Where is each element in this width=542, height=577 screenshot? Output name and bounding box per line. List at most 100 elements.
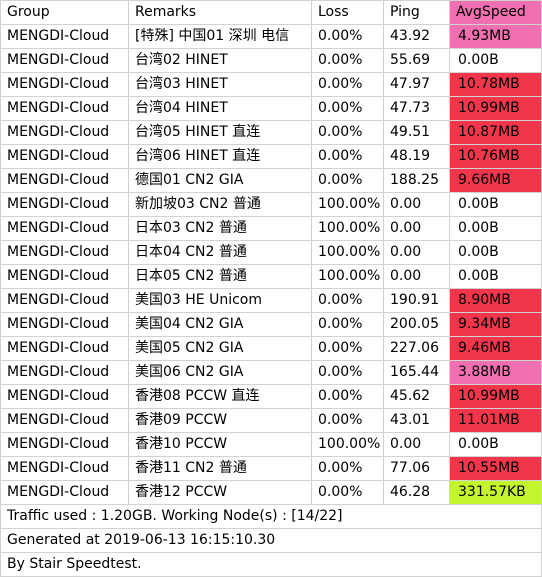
loss-cell: 0.00%: [311, 288, 384, 313]
footer-row: Traffic used : 1.20GB. Working Node(s) :…: [0, 504, 542, 529]
group-cell: MENGDI-Cloud: [0, 120, 129, 145]
table-row: MENGDI-Cloud 美国03 HE Unicom 0.00% 190.91 8.9…: [0, 288, 542, 313]
group-cell: MENGDI-Cloud: [0, 360, 129, 385]
remarks-cell: 日本03 CN2 普通: [128, 216, 312, 241]
ping-cell: 200.05: [383, 312, 450, 337]
loss-cell: 100.00%: [311, 432, 384, 457]
loss-cell: 0.00%: [311, 408, 384, 433]
loss-cell: 0.00%: [311, 456, 384, 481]
table-row: MENGDI-Cloud 台湾02 HINET 0.00% 55.69 0.00B: [0, 48, 542, 73]
avgspeed-cell: 0.00B: [449, 432, 542, 457]
group-cell: MENGDI-Cloud: [0, 384, 129, 409]
remarks-cell: 香港08 PCCW 直连: [128, 384, 312, 409]
table-row: MENGDI-Cloud [特殊] 中国01 深圳 电信 0.00% 43.92 4.9…: [0, 24, 542, 49]
table-header: Group Remarks Loss Ping AvgSpeed: [0, 0, 542, 25]
credit-text: By Stair Speedtest.: [0, 552, 542, 577]
ping-cell: 77.06: [383, 456, 450, 481]
loss-cell: 0.00%: [311, 72, 384, 97]
table-row: MENGDI-Cloud 新加坡03 CN2 普通 100.00% 0.00 0.00B: [0, 192, 542, 217]
ping-cell: 0.00: [383, 216, 450, 241]
avgspeed-cell: 0.00B: [449, 240, 542, 265]
ping-cell: 165.44: [383, 360, 450, 385]
table-row: MENGDI-Cloud 台湾05 HINET 直连 0.00% 49.51 10.87…: [0, 120, 542, 145]
avgspeed-cell: 10.76MB: [449, 144, 542, 169]
remarks-cell: 美国03 HE Unicom: [128, 288, 312, 313]
ping-cell: 48.19: [383, 144, 450, 169]
ping-cell: 43.01: [383, 408, 450, 433]
ping-cell: 190.91: [383, 288, 450, 313]
avgspeed-cell: 10.55MB: [449, 456, 542, 481]
remarks-cell: 香港10 PCCW: [128, 432, 312, 457]
remarks-cell: 台湾06 HINET 直连: [128, 144, 312, 169]
ping-cell: 55.69: [383, 48, 450, 73]
loss-cell: 100.00%: [311, 192, 384, 217]
group-cell: MENGDI-Cloud: [0, 216, 129, 241]
avgspeed-cell: 9.46MB: [449, 336, 542, 361]
ping-cell: 0.00: [383, 240, 450, 265]
header-row: Group Remarks Loss Ping AvgSpeed: [0, 0, 542, 25]
remarks-cell: 台湾05 HINET 直连: [128, 120, 312, 145]
loss-cell: 100.00%: [311, 264, 384, 289]
remarks-cell: 台湾03 HINET: [128, 72, 312, 97]
group-cell: MENGDI-Cloud: [0, 48, 129, 73]
avgspeed-cell: 10.87MB: [449, 120, 542, 145]
group-cell: MENGDI-Cloud: [0, 72, 129, 97]
loss-cell: 100.00%: [311, 216, 384, 241]
loss-cell: 0.00%: [311, 360, 384, 385]
table-row: MENGDI-Cloud 美国06 CN2 GIA 0.00% 165.44 3.88M…: [0, 360, 542, 385]
remarks-cell: 香港09 PCCW: [128, 408, 312, 433]
remarks-cell: 香港12 PCCW: [128, 480, 312, 505]
avgspeed-cell: 10.78MB: [449, 72, 542, 97]
group-cell: MENGDI-Cloud: [0, 408, 129, 433]
remarks-cell: 香港11 CN2 普通: [128, 456, 312, 481]
group-cell: MENGDI-Cloud: [0, 96, 129, 121]
remarks-cell: 美国04 CN2 GIA: [128, 312, 312, 337]
header-avgspeed: AvgSpeed: [449, 0, 542, 25]
ping-cell: 47.73: [383, 96, 450, 121]
avgspeed-cell: 10.99MB: [449, 384, 542, 409]
loss-cell: 0.00%: [311, 336, 384, 361]
group-cell: MENGDI-Cloud: [0, 24, 129, 49]
avgspeed-cell: 10.99MB: [449, 96, 542, 121]
loss-cell: 0.00%: [311, 24, 384, 49]
table-row: MENGDI-Cloud 台湾04 HINET 0.00% 47.73 10.99MB: [0, 96, 542, 121]
avgspeed-cell: 8.90MB: [449, 288, 542, 313]
header-loss: Loss: [311, 0, 384, 25]
table-row: MENGDI-Cloud 台湾03 HINET 0.00% 47.97 10.78MB: [0, 72, 542, 97]
avgspeed-cell: 9.66MB: [449, 168, 542, 193]
remarks-cell: 日本04 CN2 普通: [128, 240, 312, 265]
traffic-summary: Traffic used : 1.20GB. Working Node(s) :…: [0, 504, 542, 529]
table-footer: Traffic used : 1.20GB. Working Node(s) :…: [0, 504, 542, 577]
loss-cell: 0.00%: [311, 96, 384, 121]
table-row: MENGDI-Cloud 台湾06 HINET 直连 0.00% 48.19 10.76…: [0, 144, 542, 169]
remarks-cell: 美国05 CN2 GIA: [128, 336, 312, 361]
generated-timestamp: Generated at 2019-06-13 16:15:10.30: [0, 528, 542, 553]
ping-cell: 46.28: [383, 480, 450, 505]
loss-cell: 0.00%: [311, 144, 384, 169]
ping-cell: 43.92: [383, 24, 450, 49]
ping-cell: 0.00: [383, 432, 450, 457]
avgspeed-cell: 3.88MB: [449, 360, 542, 385]
ping-cell: 0.00: [383, 264, 450, 289]
header-group: Group: [0, 0, 129, 25]
group-cell: MENGDI-Cloud: [0, 240, 129, 265]
table-row: MENGDI-Cloud 日本04 CN2 普通 100.00% 0.00 0.00B: [0, 240, 542, 265]
avgspeed-cell: 11.01MB: [449, 408, 542, 433]
table-row: MENGDI-Cloud 日本05 CN2 普通 100.00% 0.00 0.00B: [0, 264, 542, 289]
remarks-cell: 台湾04 HINET: [128, 96, 312, 121]
ping-cell: 0.00: [383, 192, 450, 217]
table-row: MENGDI-Cloud 美国04 CN2 GIA 0.00% 200.05 9.34M…: [0, 312, 542, 337]
table-row: MENGDI-Cloud 香港08 PCCW 直连 0.00% 45.62 10.99M…: [0, 384, 542, 409]
ping-cell: 188.25: [383, 168, 450, 193]
loss-cell: 0.00%: [311, 312, 384, 337]
group-cell: MENGDI-Cloud: [0, 168, 129, 193]
header-ping: Ping: [383, 0, 450, 25]
loss-cell: 0.00%: [311, 384, 384, 409]
group-cell: MENGDI-Cloud: [0, 336, 129, 361]
ping-cell: 47.97: [383, 72, 450, 97]
footer-row: Generated at 2019-06-13 16:15:10.30: [0, 528, 542, 553]
group-cell: MENGDI-Cloud: [0, 480, 129, 505]
table-row: MENGDI-Cloud 日本03 CN2 普通 100.00% 0.00 0.00B: [0, 216, 542, 241]
table-row: MENGDI-Cloud 香港12 PCCW 0.00% 46.28 331.57KB: [0, 480, 542, 505]
